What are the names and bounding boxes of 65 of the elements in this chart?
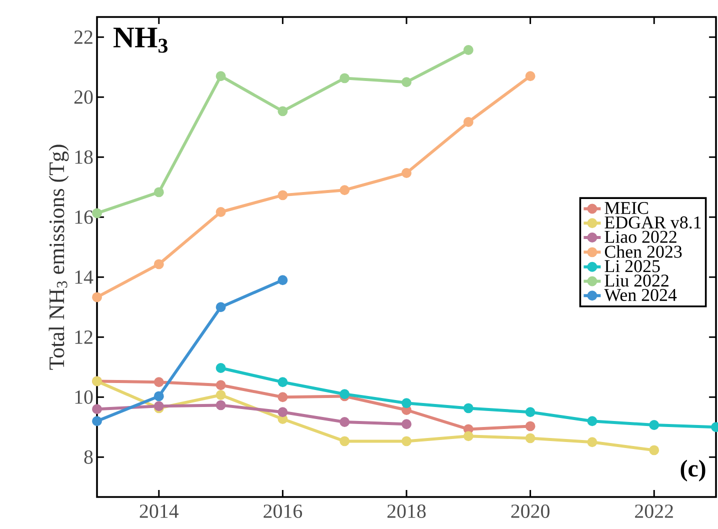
y-axis-title: Total NH$_{3}$ emissions (Tg) [48,144,69,370]
point [525,407,536,418]
x-tick-label: 2014 [140,504,179,518]
legend-label: Liao 2022 [604,230,676,243]
point [587,437,598,448]
point [402,168,412,178]
y-tick-label: 14 [75,270,94,284]
point [525,421,536,432]
legend-label: Chen 2023 [604,245,682,258]
legend-label: MEIC [604,202,648,214]
x-tick-label: 2020 [511,504,550,518]
x-tick-label: 2018 [387,504,426,518]
legend-label: Li 2025 [604,260,660,272]
point [340,73,350,84]
point [278,190,288,200]
point [216,71,226,82]
point [154,259,164,270]
point [402,436,412,446]
point [463,117,474,127]
point [278,407,288,418]
point [402,398,412,408]
point [525,433,536,444]
point [340,185,350,196]
chart-title: NH$_{3}$ [113,28,168,53]
legend-label: EDGAR v8.1 [604,216,701,229]
point [154,187,164,198]
x-tick-label: 2016 [264,504,302,518]
point [649,420,660,430]
y-tick-label: 10 [75,390,93,404]
point [278,377,288,388]
point [154,391,164,402]
point [278,392,288,402]
point [154,377,164,388]
annotation: (c) [680,460,706,482]
point [216,207,226,217]
point [463,431,474,442]
point [649,445,660,456]
point [92,208,102,218]
point [216,363,226,373]
point [216,390,226,400]
y-tick-label: 8 [84,450,93,464]
point [216,400,226,410]
point [92,404,102,414]
y-tick-label: 22 [74,30,92,44]
point [92,416,102,426]
point [340,417,350,427]
point [402,77,412,88]
point [278,275,288,286]
point [587,416,598,426]
y-tick-label: 18 [75,150,93,164]
point [463,403,474,414]
point [216,380,226,390]
point [92,292,102,302]
point [463,45,474,55]
point [278,106,288,116]
x-tick-label: 2022 [635,504,673,518]
legend-label: Wen 2024 [604,288,677,302]
point [216,302,226,312]
point [340,436,350,446]
y-tick-label: 16 [75,210,93,224]
y-tick-label: 12 [75,330,92,344]
legend-label: Liu 2022 [604,274,668,287]
point [525,71,536,82]
y-tick-label: 20 [74,90,93,104]
point [402,419,412,430]
